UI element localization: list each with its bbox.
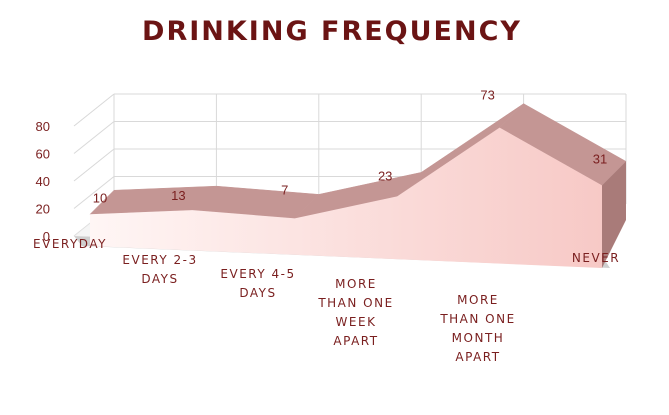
x-category-label: EVERY 4-5 DAYS [220, 267, 295, 300]
data-labels: 10 13 7 23 73 31 [93, 88, 607, 206]
data-label: 23 [378, 168, 392, 183]
area-front-face [90, 127, 602, 268]
x-category-label: NEVER [572, 251, 620, 265]
x-category-label: EVERY 2-3 DAYS [122, 253, 197, 286]
side-gridline [73, 148, 115, 182]
y-tick-label: 80 [36, 119, 50, 134]
x-category-label: MORE THAN ONE WEEK APART [317, 277, 393, 348]
side-gridline [73, 121, 115, 154]
y-tick-label: 20 [36, 202, 50, 217]
area-side-face [602, 161, 626, 268]
data-label: 7 [281, 182, 288, 197]
y-tick-label: 40 [36, 174, 50, 189]
side-gridline [73, 93, 115, 127]
data-label: 31 [593, 151, 607, 166]
y-tick-label: 60 [36, 147, 50, 162]
data-label: 10 [93, 190, 107, 205]
x-category-label: EVERYDAY [33, 237, 107, 251]
x-category-label: MORE THAN ONE MONTH APART [439, 293, 515, 364]
chart-title: DRINKING FREQUENCY [142, 16, 522, 47]
x-axis-categories: EVERYDAY EVERY 2-3 DAYS EVERY 4-5 DAYS MORE TH… [33, 237, 620, 364]
data-label: 13 [171, 188, 185, 203]
area-series [89, 103, 627, 268]
y-axis-ticks: 0 20 40 60 80 [36, 119, 50, 244]
y-tick-label: 0 [43, 229, 50, 244]
side-gridline [73, 176, 115, 209]
data-label: 73 [480, 88, 494, 103]
